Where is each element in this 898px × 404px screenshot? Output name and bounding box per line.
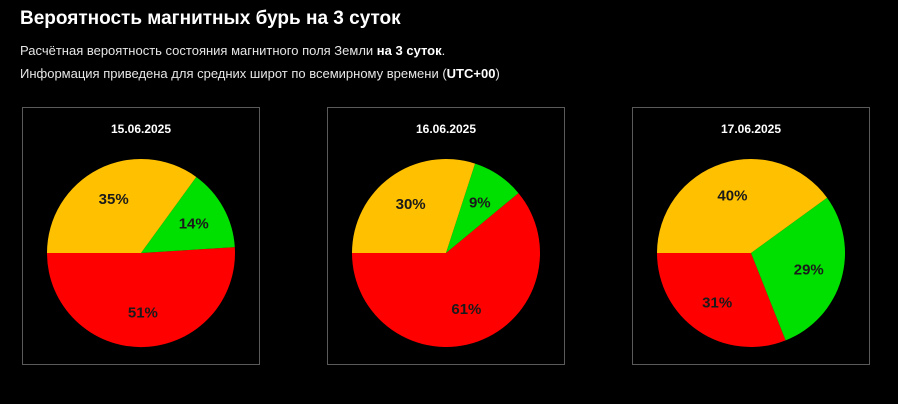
pie-slice-label: 9% (469, 195, 491, 212)
panel-date: 16.06.2025 (415, 122, 477, 136)
pie-slice (141, 176, 235, 253)
pie-slice (657, 158, 828, 253)
subtitle-1-text: Расчётная вероятность состояния магнитно… (20, 43, 377, 58)
panel-date: 15.06.2025 (110, 122, 172, 136)
pie-slice-label: 31% (702, 294, 732, 311)
pie-slice (46, 247, 235, 348)
pie-chart-day-3: 31% 29% 40% (657, 158, 846, 347)
pie-slice (751, 197, 846, 341)
pie-slice-label: 35% (99, 191, 129, 208)
subtitle-2-text: Информация приведена для средних широт п… (20, 66, 447, 81)
pie-slice-label: 61% (451, 301, 481, 318)
subtitle-1-bold: на 3 суток (376, 43, 442, 58)
pie-chart-day-2: 61% 9% 30% (352, 158, 540, 347)
pie-slice (47, 158, 197, 253)
page-title: Вероятность магнитных бурь на 3 суток (20, 8, 401, 29)
panel-date: 17.06.2025 (720, 122, 782, 136)
pie-chart-day-1: 51% 14% 35% (46, 158, 235, 348)
pie-slice-label: 29% (794, 261, 824, 278)
forecast-panel-day-3: 17.06.2025 31% 29% 40% (632, 107, 870, 365)
pie-slice (352, 193, 540, 347)
subtitle-2-end: ) (495, 66, 500, 81)
subtitle-2-bold: UTC+00 (446, 66, 496, 81)
pie-slice-label: 14% (179, 216, 209, 233)
forecast-panel-day-2: 16.06.2025 61% 9% 30% (327, 107, 565, 365)
pie-slice-label: 30% (396, 196, 426, 213)
subtitle-line-1: Расчётная вероятность состояния магнитно… (20, 43, 445, 58)
forecast-panel-day-1: 15.06.2025 51% 14% 35% (22, 107, 260, 365)
pie-slice-label: 51% (128, 305, 158, 322)
pie-slice (446, 163, 519, 253)
subtitle-1-end: . (441, 43, 446, 58)
subtitle-line-2: Информация приведена для средних широт п… (20, 66, 500, 81)
pie-slice (657, 253, 786, 347)
pie-slice-label: 40% (717, 187, 747, 204)
pie-slice (352, 158, 476, 253)
